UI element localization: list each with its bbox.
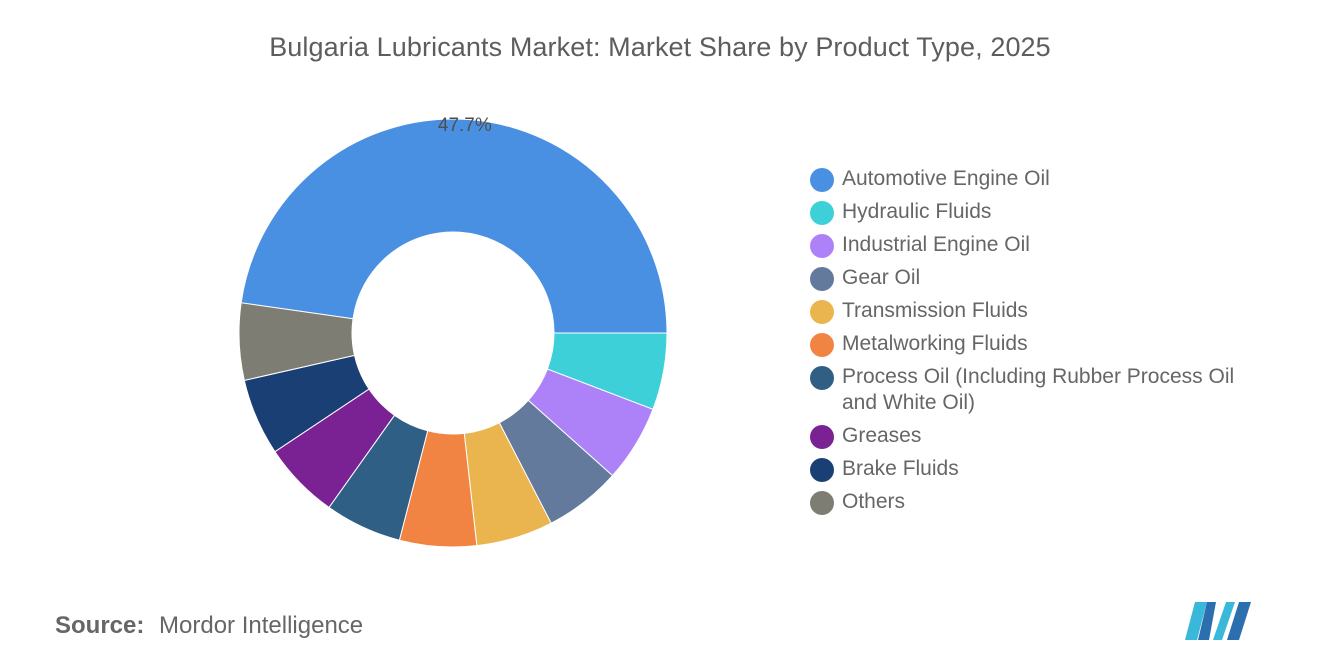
legend-swatch [810,491,834,515]
legend-swatch [810,333,834,357]
legend-label: Transmission Fluids [842,299,1028,322]
legend-label: Industrial Engine Oil [842,233,1030,256]
donut-data-label-1: 47.7% [438,115,492,136]
legend-item: Process Oil (Including Rubber Process Oi… [810,364,1280,416]
legend-swatch [810,168,834,192]
legend-item: Automotive Engine Oil [810,166,1280,192]
legend-label: Process Oil (Including Rubber Process Oi… [842,365,1235,414]
donut-slice-10 [238,302,356,381]
legend-swatch [810,425,834,449]
legend-item: Brake Fluids [810,456,1280,482]
source-value: Mordor Intelligence [159,612,364,639]
legend-item: Metalworking Fluids [810,331,1280,357]
legend-swatch [810,458,834,482]
legend-swatch [810,300,834,324]
chart-title: Bulgaria Lubricants Market: Market Share… [269,32,1051,62]
donut-slices [238,118,668,548]
legend-swatch [810,267,834,291]
legend-label: Brake Fluids [842,457,959,480]
donut-slice-1 [240,118,668,334]
legend-item: Others [810,489,1280,515]
legend-item: Industrial Engine Oil [810,232,1280,258]
legend-swatch [810,201,834,225]
legend-item: Greases [810,423,1280,449]
source-label: Source: [55,612,145,639]
mordor-intelligence-logo [1185,602,1251,640]
legend-item: Hydraulic Fluids [810,199,1280,225]
legend-label: Metalworking Fluids [842,332,1028,355]
legend-label: Automotive Engine Oil [842,167,1050,190]
source-note: Source: Mordor Intelligence [55,612,363,640]
chart-legend: Automotive Engine Oil Hydraulic Fluids Ind… [810,166,1280,522]
legend-label: Greases [842,424,922,447]
legend-label: Gear Oil [842,266,921,289]
legend-label: Hydraulic Fluids [842,200,992,223]
legend-item: Gear Oil [810,265,1280,291]
legend-swatch [810,366,834,390]
legend-label: Others [842,490,906,513]
legend-swatch [810,234,834,258]
donut-labels: 47.7% [438,115,492,136]
legend-item: Transmission Fluids [810,298,1280,324]
